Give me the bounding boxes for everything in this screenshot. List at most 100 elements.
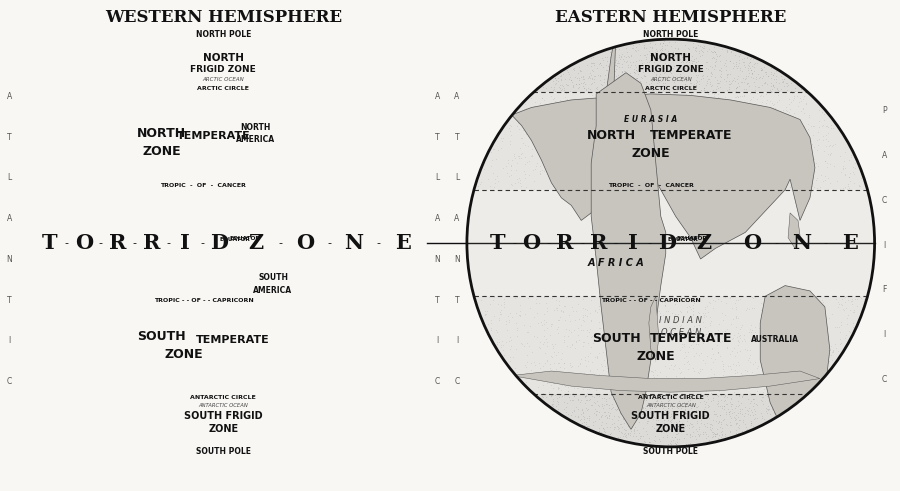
Point xyxy=(148,417,163,425)
Point xyxy=(258,164,273,172)
Point xyxy=(737,79,751,86)
Point xyxy=(672,393,687,401)
Point xyxy=(625,156,639,164)
Point xyxy=(764,328,778,336)
Point xyxy=(329,333,344,341)
Point xyxy=(98,97,112,105)
Point xyxy=(243,301,257,309)
Point xyxy=(194,426,209,434)
Point xyxy=(32,179,46,187)
Point xyxy=(777,354,791,361)
Point xyxy=(329,141,344,149)
Point xyxy=(609,356,624,364)
Point xyxy=(164,92,178,100)
Point xyxy=(384,132,399,140)
Point xyxy=(150,171,165,179)
Point xyxy=(739,74,753,82)
Point xyxy=(664,418,679,426)
Point xyxy=(502,309,517,317)
Point xyxy=(602,409,616,417)
Point xyxy=(601,129,616,136)
Point xyxy=(659,381,673,388)
Point xyxy=(208,396,222,404)
Point xyxy=(172,77,186,84)
Point xyxy=(533,170,547,178)
Point xyxy=(725,143,740,151)
Text: TROPIC  -  OF  -  CANCER: TROPIC - OF - CANCER xyxy=(160,183,247,189)
Point xyxy=(254,63,268,71)
Point xyxy=(781,100,796,108)
Point xyxy=(261,294,275,301)
Point xyxy=(825,141,840,149)
Point xyxy=(779,389,794,397)
Point xyxy=(167,173,182,181)
Point xyxy=(200,163,214,171)
Point xyxy=(677,423,691,431)
Point xyxy=(784,87,798,95)
Point xyxy=(704,73,718,81)
Point xyxy=(790,169,805,177)
Point xyxy=(76,171,90,179)
Point xyxy=(252,382,266,390)
Point xyxy=(176,81,190,89)
Point xyxy=(491,146,506,154)
Point xyxy=(50,153,65,161)
Point xyxy=(639,53,653,61)
Point xyxy=(632,418,646,426)
Point xyxy=(617,361,632,369)
Point xyxy=(298,61,312,69)
Point xyxy=(606,150,620,158)
Point xyxy=(48,325,62,333)
Point xyxy=(691,369,706,377)
Point xyxy=(101,375,115,382)
Point xyxy=(238,426,252,434)
Point xyxy=(133,303,148,311)
Point xyxy=(292,176,307,184)
Point xyxy=(716,416,730,424)
Point xyxy=(763,162,778,169)
Point xyxy=(691,71,706,79)
Point xyxy=(650,390,664,398)
Point xyxy=(182,386,196,394)
Point xyxy=(537,358,552,366)
Point xyxy=(186,354,201,361)
Point xyxy=(500,326,514,334)
Point xyxy=(162,145,176,153)
Point xyxy=(183,313,197,321)
Point xyxy=(626,308,640,316)
Point xyxy=(569,80,583,88)
Point xyxy=(632,40,646,48)
Point xyxy=(68,323,83,330)
Point xyxy=(166,432,180,440)
Point xyxy=(312,104,327,111)
Point xyxy=(584,380,598,388)
Point xyxy=(638,326,652,334)
Point xyxy=(141,309,156,317)
Point xyxy=(512,370,526,378)
Point xyxy=(688,81,703,88)
Point xyxy=(218,130,232,137)
Point xyxy=(619,79,634,86)
Point xyxy=(780,141,795,149)
Point xyxy=(737,366,751,374)
Point xyxy=(274,147,289,155)
Point xyxy=(616,300,631,307)
Point xyxy=(540,303,554,311)
Point xyxy=(174,413,188,421)
Point xyxy=(654,128,669,136)
Point xyxy=(598,106,612,113)
Point xyxy=(240,411,255,419)
Text: FRIGID ZONE: FRIGID ZONE xyxy=(191,65,256,74)
Point xyxy=(225,73,239,81)
Point xyxy=(518,141,533,149)
Point xyxy=(686,57,700,65)
Point xyxy=(213,72,228,80)
Point xyxy=(739,178,753,186)
Text: A: A xyxy=(435,92,440,101)
Point xyxy=(145,419,159,427)
Point xyxy=(149,85,164,93)
Point xyxy=(631,56,645,64)
Point xyxy=(50,177,65,185)
Point xyxy=(692,94,706,102)
Point xyxy=(253,159,267,167)
